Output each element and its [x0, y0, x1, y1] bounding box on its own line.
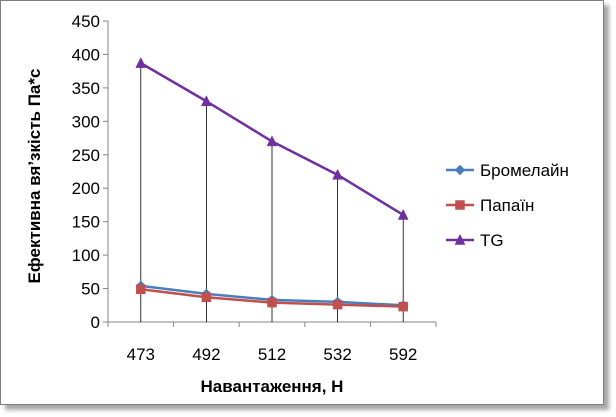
- data-point: [397, 208, 409, 220]
- y-tick-label: 300: [72, 112, 100, 131]
- legend-entry: Папаїн: [480, 196, 534, 215]
- data-point: [136, 284, 146, 294]
- x-axis-title: Навантаження, Н: [201, 377, 344, 396]
- legend-marker: [454, 164, 466, 176]
- y-tick-label: 200: [72, 179, 100, 198]
- data-point: [266, 135, 278, 147]
- x-tick-label: 492: [192, 345, 220, 364]
- data-point: [332, 168, 344, 180]
- y-tick-label: 100: [72, 246, 100, 265]
- x-tick-label: 532: [323, 345, 351, 364]
- drop-lines: [140, 63, 404, 322]
- legend-marker: [455, 200, 465, 210]
- data-point: [332, 299, 343, 310]
- y-tick-label: 350: [72, 79, 100, 98]
- data-point: [267, 297, 277, 308]
- x-axis: 473 492 512 532 592: [107, 321, 437, 364]
- y-tick-label: 0: [91, 313, 100, 332]
- data-point: [398, 301, 408, 312]
- y-axis: 0 50 100 150 200 250 300 350 400 450: [72, 12, 109, 332]
- y-tick-label: 50: [81, 280, 100, 299]
- x-tick-label: 473: [127, 345, 155, 364]
- legend-entry: TG: [480, 231, 504, 250]
- y-tick-label: 250: [72, 146, 100, 165]
- data-point: [135, 57, 147, 68]
- legend: Бромелайн Папаїн TG: [446, 161, 569, 250]
- data-point: [200, 95, 212, 107]
- x-tick-label: 512: [258, 345, 286, 364]
- y-tick-label: 150: [72, 213, 100, 232]
- data-point: [201, 292, 212, 303]
- x-tick-label: 592: [389, 345, 417, 364]
- y-tick-label: 450: [72, 12, 100, 31]
- y-tick-label: 400: [72, 45, 100, 64]
- y-axis-title: Ефективна вя’зкість Па*с: [25, 69, 44, 284]
- chart-frame: [0, 0, 604, 405]
- legend-marker: [454, 233, 466, 245]
- legend-entry: Бромелайн: [480, 161, 569, 180]
- series-group: [135, 57, 409, 312]
